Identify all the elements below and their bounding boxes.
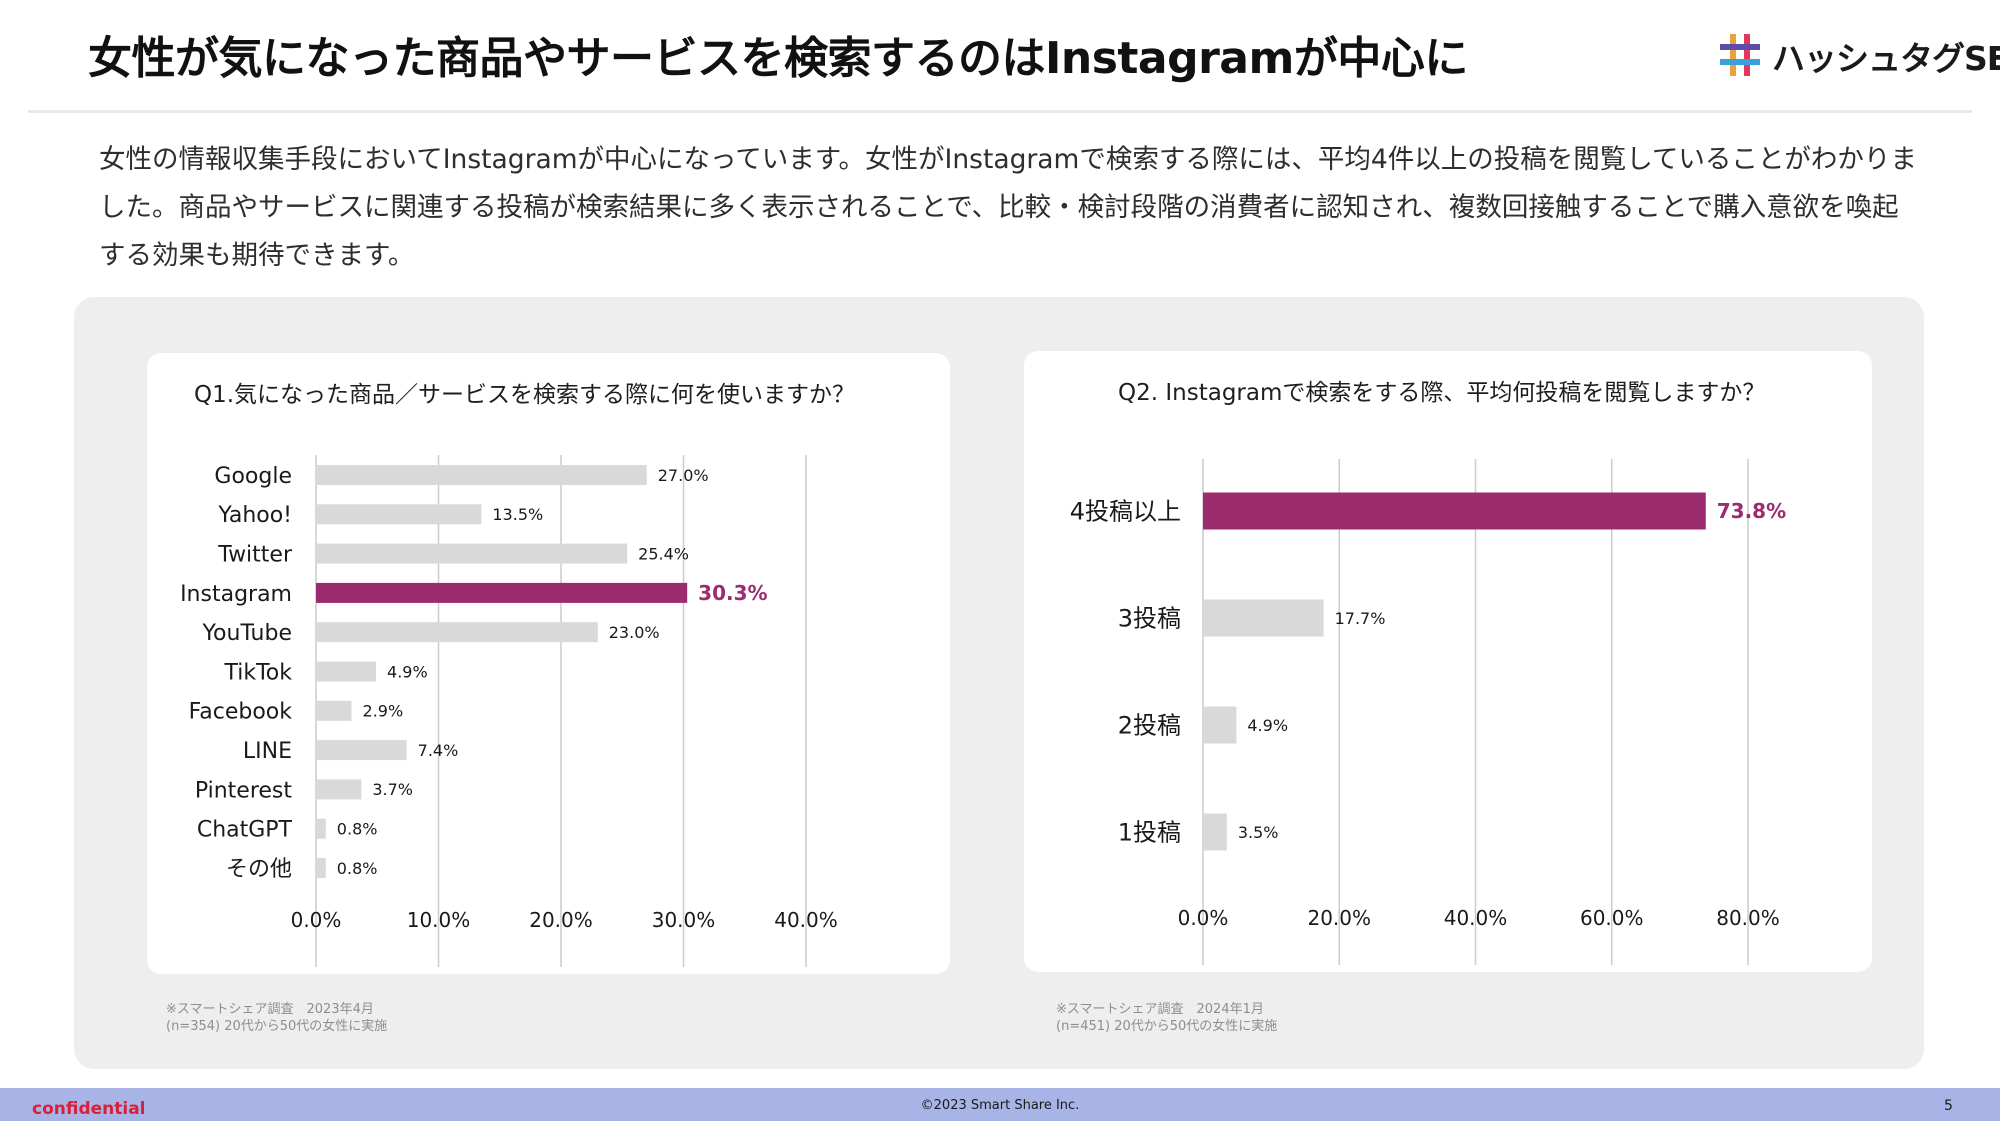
q2-tick-label: 20.0% bbox=[1307, 906, 1371, 930]
source-note-q1-line1: ※スマートシェア調査 2023年4月 bbox=[166, 1002, 374, 1017]
q2-bar bbox=[1203, 706, 1237, 744]
chart-q1-svg: 0.0% 10.0% 20.0% 30.0% 40.0% Google 27.0% Yahoo… bbox=[180, 455, 838, 967]
q2-value-label: 3.5% bbox=[1238, 823, 1279, 842]
q2-tick-label: 40.0% bbox=[1444, 906, 1508, 930]
q1-bar bbox=[316, 504, 482, 525]
q1-value-label: 0.8% bbox=[337, 859, 378, 878]
page-title: 女性が気になった商品やサービスを検索するのはInstagramが中心に bbox=[88, 33, 1468, 84]
chart-title-q2: Q2. Instagramで検索をする際、平均何投稿を閲覧しますか？ bbox=[1118, 380, 1766, 406]
q1-category-label: Twitter bbox=[217, 543, 293, 568]
q1-category-label: Yahoo! bbox=[217, 503, 292, 528]
source-note-q1: ※スマートシェア調査 2023年4月 (n=354) 20代から50代の女性に実… bbox=[166, 1001, 387, 1035]
source-note-q2-line2: (n=451) 20代から50代の女性に実施 bbox=[1056, 1019, 1278, 1034]
q1-category-label: Facebook bbox=[189, 700, 293, 725]
q1-tick-label: 20.0% bbox=[529, 908, 593, 932]
copyright: ©2023 Smart Share Inc. bbox=[920, 1098, 1080, 1113]
logo-text: ハッシュタグSEO bbox=[1772, 39, 2000, 78]
q1-value-label: 13.5% bbox=[492, 505, 543, 524]
lead-paragraph: 女性の情報収集手段においてInstagramが中心になっています。女性がInst… bbox=[99, 144, 1917, 271]
footer-bar bbox=[0, 1088, 2000, 1121]
q2-tick-label: 80.0% bbox=[1716, 906, 1780, 930]
q2-category-label: 3投稿 bbox=[1118, 605, 1181, 633]
q2-category-label: 1投稿 bbox=[1118, 819, 1181, 847]
q1-bar bbox=[316, 779, 362, 800]
brand-logo: ハッシュタグSEO bbox=[1718, 28, 2000, 80]
q1-tick-label: 10.0% bbox=[407, 908, 471, 932]
q1-value-label: 27.0% bbox=[658, 466, 709, 485]
q1-category-label: TikTok bbox=[223, 660, 292, 685]
q1-bar bbox=[316, 818, 326, 839]
q1-category-label: Pinterest bbox=[195, 778, 293, 803]
q1-value-label: 25.4% bbox=[638, 544, 689, 563]
confidential-label: confidential bbox=[32, 1099, 146, 1119]
q2-bar bbox=[1203, 813, 1227, 851]
q2-tick-label: 0.0% bbox=[1178, 906, 1229, 930]
q1-bar bbox=[316, 465, 647, 485]
chart-card-q1: Q1.気になった商品／サービスを検索する際に何を使いますか？ 0.0% 10.0%… bbox=[147, 353, 950, 974]
q1-value-label: 0.8% bbox=[337, 819, 378, 838]
q2-value-label: 73.8% bbox=[1717, 499, 1786, 523]
chart-card-q2: Q2. Instagramで検索をする際、平均何投稿を閲覧しますか？ 0.0% 2… bbox=[1024, 351, 1872, 972]
q2-tick-label: 60.0% bbox=[1580, 906, 1644, 930]
q1-tick-label: 30.0% bbox=[652, 908, 716, 932]
q1-value-label: 4.9% bbox=[387, 662, 428, 681]
q1-category-label: YouTube bbox=[202, 621, 292, 646]
source-note-q2: ※スマートシェア調査 2024年1月 (n=451) 20代から50代の女性に実… bbox=[1056, 1001, 1277, 1035]
source-note-q2-line1: ※スマートシェア調査 2024年1月 bbox=[1056, 1002, 1264, 1017]
q2-bar bbox=[1203, 599, 1324, 637]
hashtag-icon bbox=[1720, 34, 1760, 76]
q1-value-label: 23.0% bbox=[609, 623, 660, 642]
q2-bar bbox=[1203, 492, 1706, 530]
q1-category-label: LINE bbox=[243, 739, 292, 764]
q1-category-label: Google bbox=[214, 464, 292, 489]
q1-value-label: 3.7% bbox=[372, 780, 413, 799]
chart-title-q1: Q1.気になった商品／サービスを検索する際に何を使いますか？ bbox=[194, 382, 856, 408]
page-number: 5 bbox=[1944, 1098, 1953, 1114]
q2-value-label: 17.7% bbox=[1335, 609, 1386, 628]
q1-bar bbox=[316, 700, 352, 721]
q1-bar bbox=[316, 740, 407, 761]
q1-bar bbox=[316, 661, 377, 682]
q1-tick-label: 40.0% bbox=[774, 908, 838, 932]
q1-bar bbox=[316, 582, 688, 603]
q1-category-label: Instagram bbox=[180, 582, 292, 607]
q1-category-label: その他 bbox=[226, 857, 292, 882]
q2-value-label: 4.9% bbox=[1247, 716, 1288, 735]
q1-bar bbox=[316, 858, 326, 878]
header-divider bbox=[28, 110, 1972, 113]
q1-category-label: ChatGPT bbox=[197, 818, 293, 843]
source-note-q1-line2: (n=354) 20代から50代の女性に実施 bbox=[166, 1019, 388, 1034]
q2-category-label: 2投稿 bbox=[1118, 712, 1181, 740]
q1-value-label: 7.4% bbox=[418, 741, 459, 760]
q1-bar bbox=[316, 622, 598, 643]
q1-tick-label: 0.0% bbox=[291, 908, 342, 932]
chart-q2-svg: 0.0% 20.0% 40.0% 60.0% 80.0% 4投稿以上 73.8% 3投稿 17.… bbox=[1070, 459, 1786, 965]
q1-bar bbox=[316, 543, 628, 564]
q2-category-label: 4投稿以上 bbox=[1070, 498, 1181, 526]
q1-value-label: 30.3% bbox=[698, 581, 767, 605]
q1-value-label: 2.9% bbox=[363, 702, 404, 721]
